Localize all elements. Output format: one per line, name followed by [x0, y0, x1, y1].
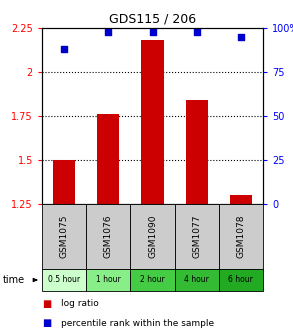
Text: 0.5 hour: 0.5 hour: [48, 276, 80, 285]
Text: GSM1077: GSM1077: [192, 215, 201, 258]
Text: GSM1075: GSM1075: [59, 215, 69, 258]
Point: [150, 29, 155, 34]
Point: [194, 29, 199, 34]
Text: 1 hour: 1 hour: [96, 276, 121, 285]
Bar: [142, 40, 163, 204]
Text: ■: ■: [42, 319, 51, 328]
Text: 2 hour: 2 hour: [140, 276, 165, 285]
Text: percentile rank within the sample: percentile rank within the sample: [61, 319, 214, 328]
Text: GSM1090: GSM1090: [148, 215, 157, 258]
Text: time: time: [3, 275, 25, 285]
Bar: [53, 160, 75, 204]
Text: GSM1076: GSM1076: [104, 215, 113, 258]
Text: ■: ■: [42, 299, 51, 308]
Text: 4 hour: 4 hour: [184, 276, 209, 285]
Text: GSM1078: GSM1078: [236, 215, 246, 258]
Point: [239, 34, 243, 40]
Point: [106, 29, 111, 34]
Title: GDS115 / 206: GDS115 / 206: [109, 12, 196, 26]
Bar: [186, 100, 208, 204]
Text: 6 hour: 6 hour: [229, 276, 253, 285]
Text: log ratio: log ratio: [61, 299, 99, 308]
Point: [62, 46, 67, 52]
Bar: [97, 114, 119, 204]
Bar: [230, 195, 252, 204]
